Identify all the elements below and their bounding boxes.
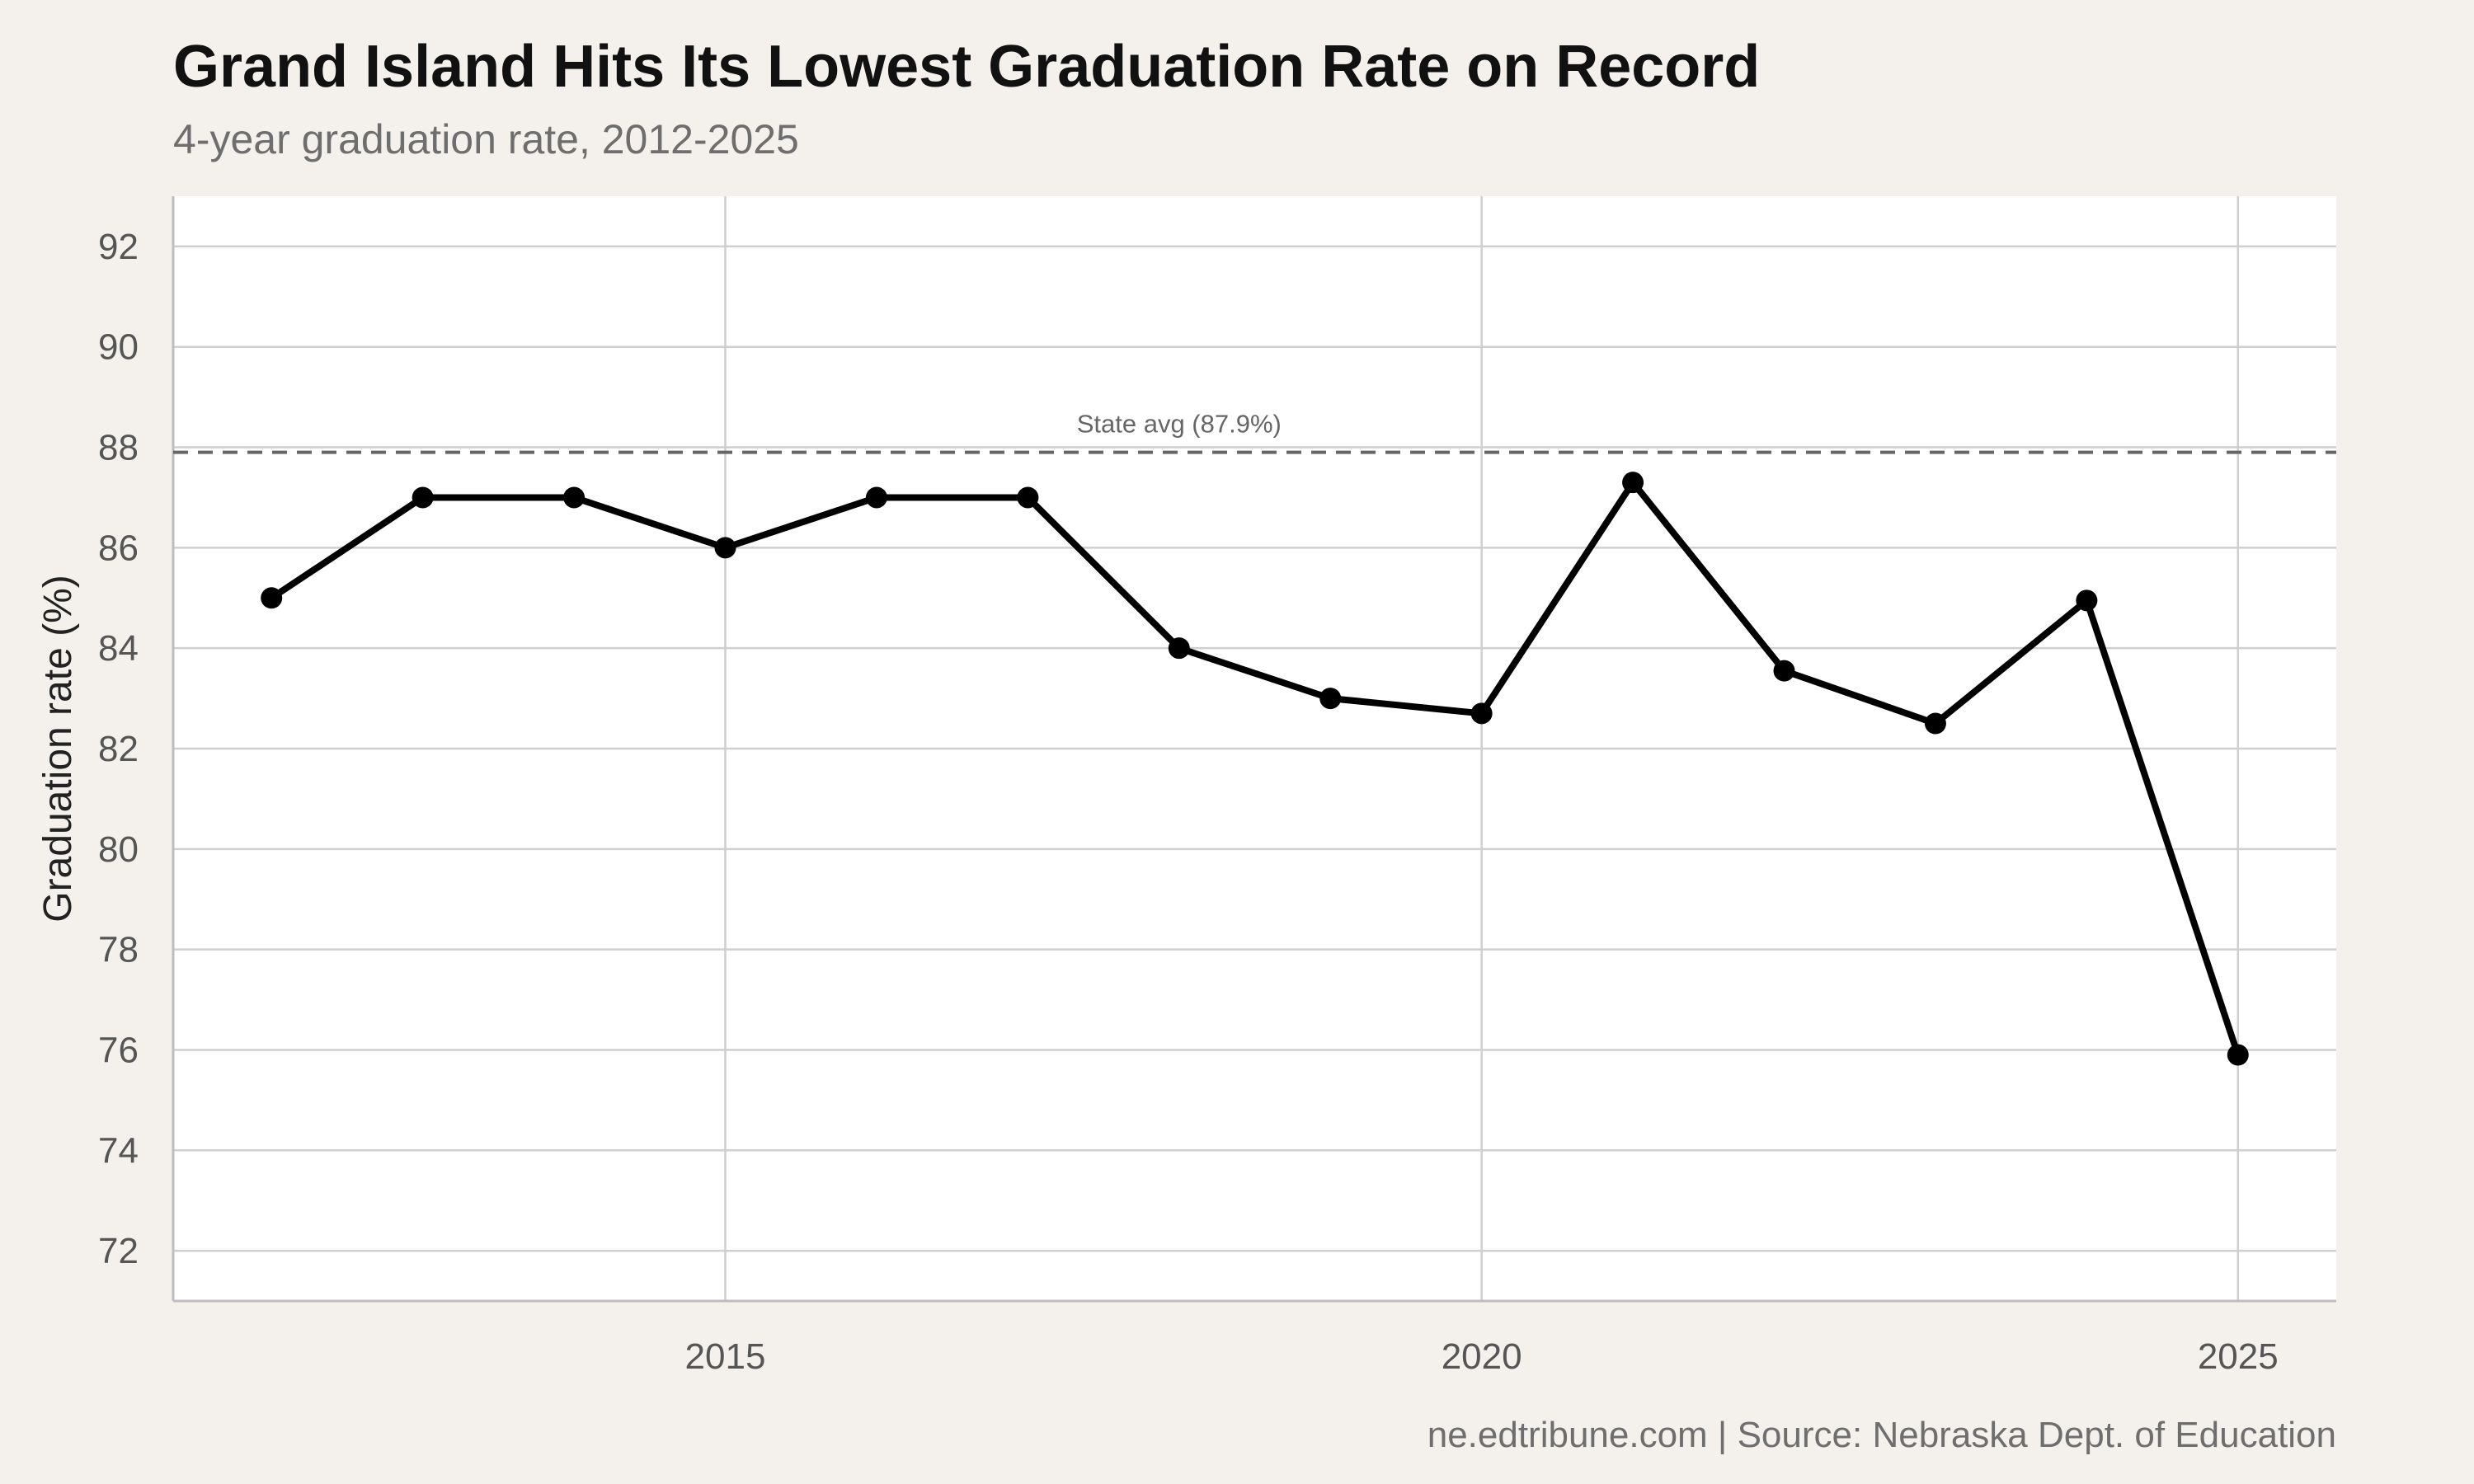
chart-subtitle: 4-year graduation rate, 2012-2025 (173, 116, 799, 162)
data-point (1017, 486, 1039, 509)
data-point (1470, 702, 1493, 725)
data-point (1168, 637, 1190, 660)
data-point (261, 587, 283, 609)
y-tick-label: 92 (98, 227, 139, 267)
data-series (261, 472, 2249, 1066)
x-tick-labels: 2015 2020 2025 (685, 1336, 2279, 1377)
x-tick-label: 2020 (1442, 1336, 1522, 1377)
data-point (1319, 688, 1342, 710)
y-tick-label: 82 (98, 729, 139, 769)
x-tick-label: 2025 (2198, 1336, 2279, 1377)
data-point (714, 537, 736, 559)
y-tick-label: 74 (98, 1130, 139, 1171)
y-gridlines (173, 245, 2336, 1252)
y-tick-label: 86 (98, 528, 139, 568)
y-tick-label: 76 (98, 1030, 139, 1070)
reference-line-group: State avg (87.9%) (173, 410, 2336, 454)
y-tick-label: 90 (98, 327, 139, 368)
data-point (865, 486, 887, 509)
data-point (563, 486, 586, 509)
state-average-label: State avg (87.9%) (1077, 410, 1282, 439)
y-tick-labels: 72 74 76 78 80 82 84 86 88 90 92 (98, 227, 139, 1271)
y-axis-label: Graduation rate (%) (36, 575, 80, 923)
chart-title: Grand Island Hits Its Lowest Graduation … (173, 34, 1761, 100)
series-line (268, 479, 2241, 1059)
x-tick-label: 2015 (685, 1336, 766, 1377)
x-gridlines (724, 196, 2240, 1301)
data-point (2076, 589, 2098, 612)
data-point (1924, 712, 1946, 735)
data-point (1773, 660, 1795, 682)
y-tick-label: 72 (98, 1231, 139, 1271)
y-tick-label: 88 (98, 428, 139, 468)
axes (172, 196, 2336, 1303)
y-tick-label: 80 (98, 829, 139, 870)
data-point (2227, 1044, 2249, 1066)
source-caption: ne.edtribune.com | Source: Nebraska Dept… (1427, 1415, 2336, 1455)
y-tick-label: 84 (98, 628, 139, 669)
data-point (412, 486, 434, 509)
data-point (1622, 472, 1644, 494)
y-tick-label: 78 (98, 930, 139, 970)
